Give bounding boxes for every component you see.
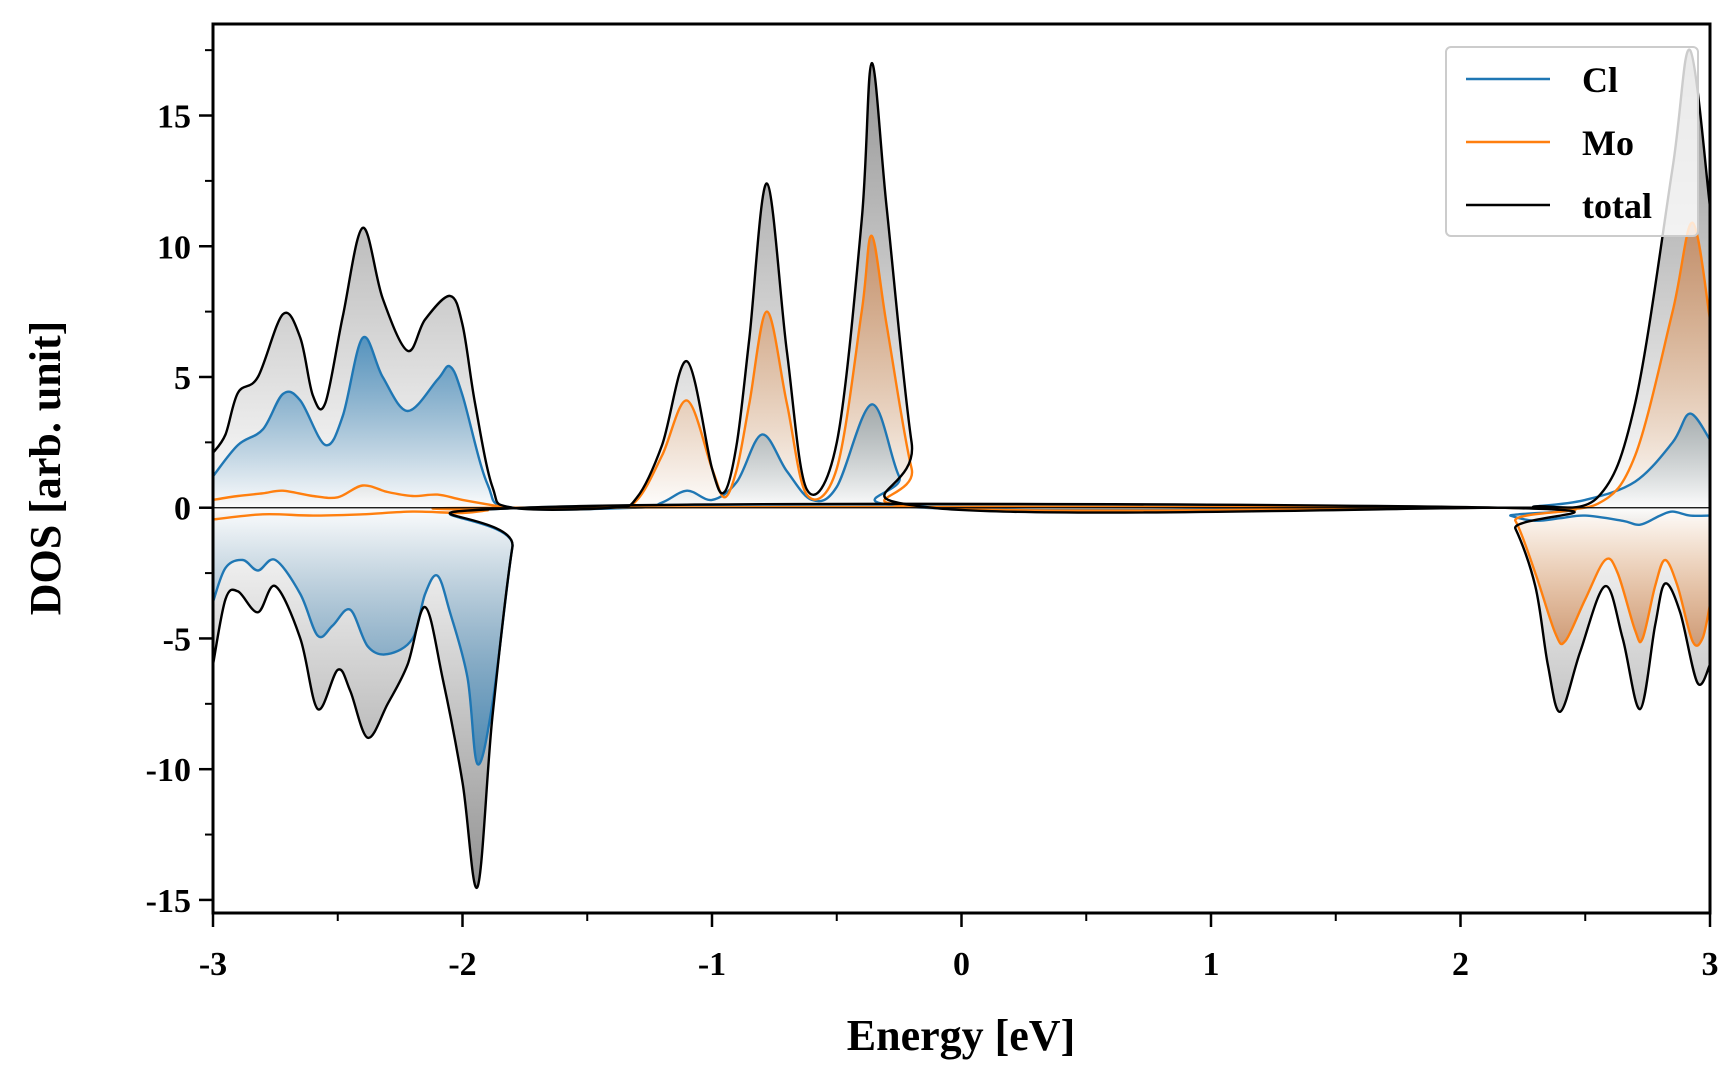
y-tick-label: 0 [174, 491, 191, 528]
legend: Cl Mo total [1445, 46, 1699, 237]
x-tick-label: 1 [1203, 946, 1220, 983]
x-tick-label: -3 [199, 946, 227, 983]
y-tick-label: 10 [157, 229, 191, 266]
legend-box [1445, 46, 1699, 237]
area-fills [213, 49, 1710, 888]
y-tick-label: -15 [146, 883, 191, 920]
y-tick-label: -10 [146, 752, 191, 789]
y-tick-label: 5 [174, 360, 191, 397]
x-tick-label: 2 [1452, 946, 1469, 983]
x-tick-label: 3 [1702, 946, 1719, 983]
mo-down-fill [213, 506, 1710, 646]
y-axis-label: DOS [arb. unit] [21, 321, 70, 616]
x-tick-label: -1 [698, 946, 726, 983]
legend-label-cl: Cl [1582, 60, 1618, 100]
series-lines [213, 48, 1710, 889]
y-tick-label: -5 [163, 621, 191, 658]
legend-label-total: total [1582, 186, 1652, 226]
x-tick-label: 0 [953, 946, 970, 983]
cl-down-fill [213, 504, 1710, 765]
total-spin-down-line [213, 502, 1710, 889]
legend-label-mo: Mo [1582, 123, 1634, 163]
x-axis-label: Energy [eV] [847, 1011, 1076, 1060]
x-tick-label: -2 [448, 946, 476, 983]
y-tick-label: 15 [157, 99, 191, 136]
